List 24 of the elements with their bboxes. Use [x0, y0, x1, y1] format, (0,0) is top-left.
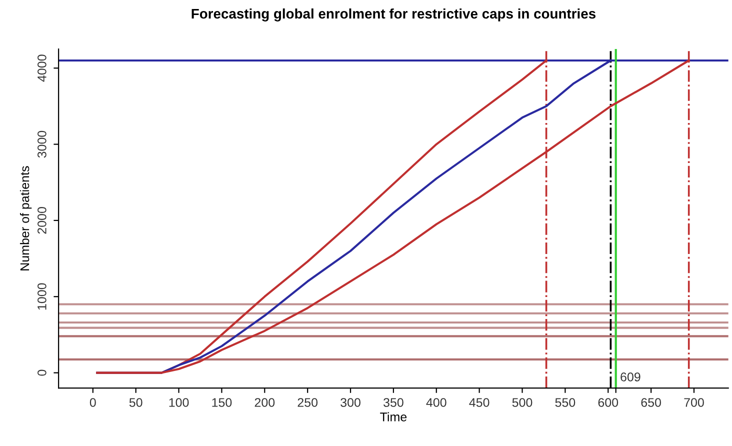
x-tick-label: 100 [169, 398, 189, 407]
x-tick-label: 600 [598, 398, 618, 407]
y-tick-label: 2000 [38, 207, 46, 234]
x-axis-title: Time [380, 412, 407, 422]
x-tick-label: 50 [129, 398, 142, 407]
y-tick-label: 0 [38, 370, 46, 376]
x-tick-label: 350 [384, 398, 404, 407]
ref-line-label: 609 [620, 372, 640, 382]
y-axis-title: Number of patients [20, 166, 32, 270]
x-tick-label: 500 [512, 398, 532, 407]
x-tick-label: 300 [340, 398, 360, 407]
y-tick-label: 3000 [38, 130, 46, 158]
chart-title: Forecasting global enrolment for restrictive caps in countries [192, 8, 596, 22]
y-tick-label: 4000 [38, 54, 46, 82]
x-tick-label: 700 [684, 398, 704, 407]
x-tick-label: 0 [90, 398, 96, 407]
x-tick-label: 650 [641, 398, 661, 407]
x-tick-label: 550 [555, 398, 576, 407]
x-tick-label: 200 [254, 398, 275, 407]
x-tick-label: 150 [212, 398, 232, 407]
x-tick-label: 450 [469, 398, 490, 407]
y-tick-label: 1000 [38, 283, 46, 310]
x-tick-label: 400 [426, 398, 446, 407]
x-tick-label: 250 [298, 398, 318, 407]
